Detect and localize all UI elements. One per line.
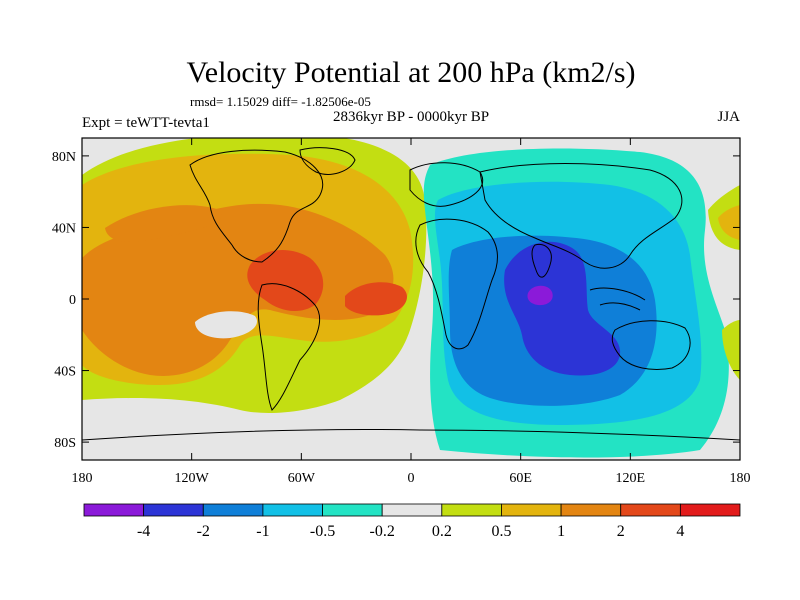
coast-asia bbox=[479, 163, 683, 269]
y-tick-label: 40N bbox=[52, 221, 76, 236]
colorbar: -4 -2 -1 -0.5 -0.2 0.2 0.5 1 2 4 bbox=[83, 503, 741, 540]
coast-north-america bbox=[189, 149, 323, 263]
colorbar-label: 0.2 bbox=[432, 523, 452, 540]
coast-australia bbox=[611, 320, 691, 370]
y-tick-label: 0 bbox=[69, 293, 76, 308]
colorbar-swatch bbox=[620, 503, 681, 517]
coast-maritime bbox=[589, 287, 646, 311]
coast-europe bbox=[409, 162, 483, 207]
colorbar-label: 2 bbox=[617, 523, 625, 540]
coast-greenland bbox=[299, 147, 356, 175]
contour-east-edge-0.5 bbox=[718, 205, 740, 240]
colorbar-label: 4 bbox=[676, 523, 684, 540]
x-tick-label: 0 bbox=[408, 471, 415, 486]
contour-fields bbox=[82, 138, 740, 458]
colorbar-label: -0.2 bbox=[370, 523, 395, 540]
x-tick-label: 60E bbox=[509, 471, 532, 486]
period-label: 2836kyr BP - 0000kyr BP bbox=[333, 109, 489, 125]
contour-2-atlantic bbox=[345, 282, 407, 316]
colorbar-label: -1 bbox=[256, 523, 269, 540]
coast-india bbox=[531, 243, 552, 278]
colorbar-swatch bbox=[560, 503, 622, 517]
x-tick-label: 120E bbox=[616, 471, 646, 486]
coast-south-america bbox=[257, 283, 321, 411]
contour-neg-4 bbox=[527, 285, 553, 306]
season-label: JJA bbox=[717, 109, 740, 125]
coast-antarctica bbox=[82, 428, 740, 441]
colorbar-label: -4 bbox=[137, 523, 150, 540]
colorbar-swatch bbox=[202, 503, 264, 517]
colorbar-label: 1 bbox=[557, 523, 565, 540]
colorbar-swatch bbox=[679, 503, 741, 517]
colorbar-swatch bbox=[262, 503, 323, 517]
colorbar-swatch bbox=[83, 503, 145, 517]
colorbar-label: -2 bbox=[197, 523, 210, 540]
contour-east-edge-low bbox=[722, 320, 740, 380]
experiment-label: Expt = teWTT-tevta1 bbox=[82, 115, 210, 131]
stats-label: rmsd= 1.15029 diff= -1.82506e-05 bbox=[190, 94, 371, 109]
colorbar-swatch bbox=[322, 503, 383, 517]
axes: 180 120W 60W 0 60E 120E 180 80N 40N 0 40S 80S bbox=[52, 138, 751, 486]
contour-2-caribbean bbox=[247, 249, 324, 312]
contour-0.2-hole bbox=[195, 311, 258, 339]
y-tick-label: 40S bbox=[54, 365, 76, 380]
y-tick-label: 80S bbox=[54, 436, 76, 451]
coast-africa bbox=[415, 218, 498, 350]
x-tick-label: 120W bbox=[175, 471, 210, 486]
colorbar-swatch bbox=[143, 503, 204, 517]
x-tick-label: 60W bbox=[288, 471, 316, 486]
colorbar-swatch bbox=[381, 503, 443, 517]
colorbar-label: -0.5 bbox=[310, 523, 335, 540]
colorbar-swatch bbox=[501, 503, 562, 517]
contour-1-upper bbox=[105, 205, 222, 242]
x-tick-label: 180 bbox=[730, 471, 751, 486]
contour-neg-2 bbox=[504, 241, 621, 376]
coastlines bbox=[82, 147, 740, 441]
chart-title: Velocity Potential at 200 hPa (km2/s) bbox=[186, 56, 635, 89]
colorbar-label: 0.5 bbox=[491, 523, 511, 540]
colorbar-swatch bbox=[441, 503, 502, 517]
x-tick-label: 180 bbox=[72, 471, 93, 486]
contour-1 bbox=[82, 203, 394, 376]
y-tick-label: 80N bbox=[52, 150, 76, 165]
